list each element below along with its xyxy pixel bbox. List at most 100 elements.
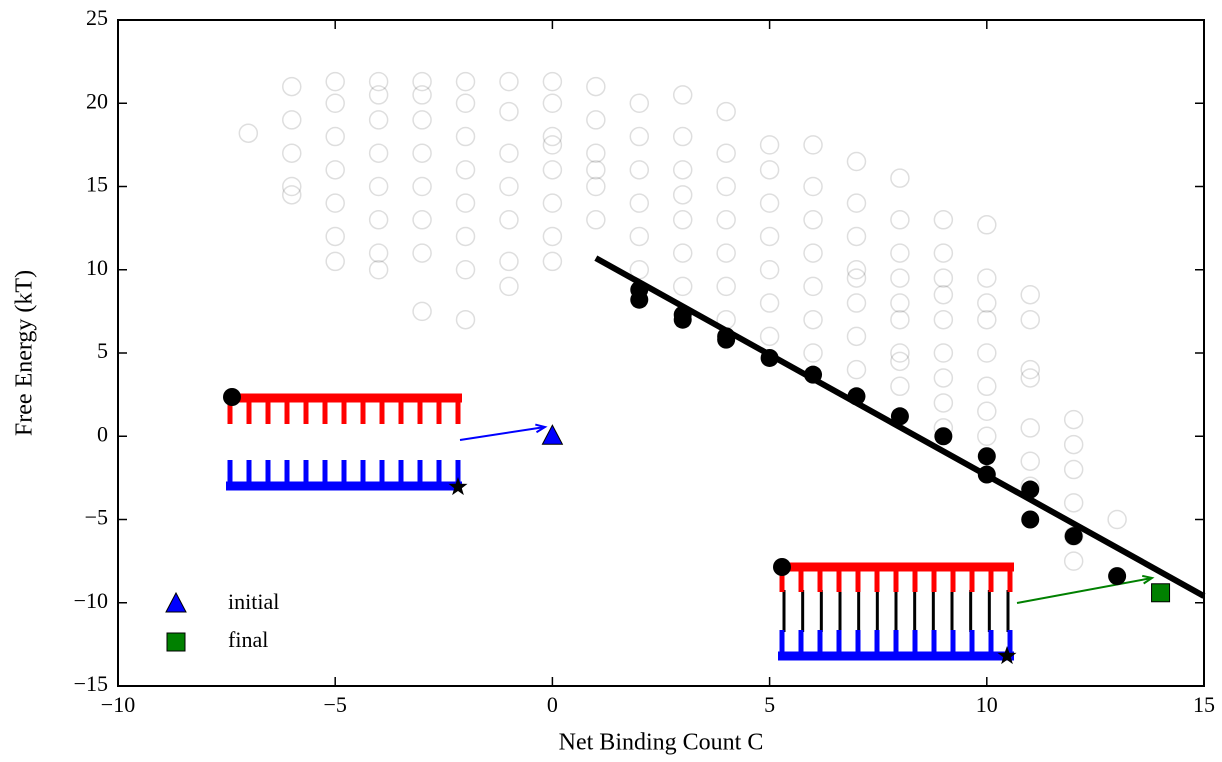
state-point xyxy=(716,176,736,197)
low-energy-point xyxy=(1064,527,1083,546)
state-point xyxy=(499,176,519,197)
legend-swatch xyxy=(165,591,187,613)
state-point xyxy=(542,193,563,213)
state-point xyxy=(759,293,780,313)
state-point xyxy=(455,193,476,213)
state-point xyxy=(977,293,997,313)
state-point xyxy=(629,260,650,280)
y-tick-label: 20 xyxy=(86,88,108,113)
state-point xyxy=(542,93,563,113)
state-point xyxy=(803,243,823,263)
state-point xyxy=(412,71,432,92)
arrow-head xyxy=(1142,574,1155,585)
state-point xyxy=(977,268,997,288)
state-point xyxy=(368,71,389,92)
fit-line xyxy=(594,255,1206,599)
state-point xyxy=(846,268,867,288)
state-point xyxy=(1020,451,1040,471)
legend-swatch xyxy=(166,632,186,652)
state-point xyxy=(368,110,389,130)
state-point xyxy=(325,193,345,213)
state-point xyxy=(890,351,910,372)
state-point xyxy=(846,193,867,213)
state-point xyxy=(629,226,650,247)
state-point xyxy=(890,243,910,263)
arrow xyxy=(1016,577,1153,604)
state-point xyxy=(368,210,389,230)
y-tick-label: 0 xyxy=(97,421,108,446)
state-point xyxy=(282,185,302,205)
state-point xyxy=(542,135,563,155)
state-point xyxy=(499,210,519,230)
state-point xyxy=(412,143,432,163)
state-point xyxy=(542,226,563,247)
low-energy-point xyxy=(977,447,996,466)
state-point xyxy=(672,210,693,230)
arrow xyxy=(459,426,546,441)
state-point xyxy=(282,110,302,130)
legend-label: final xyxy=(228,627,268,652)
state-point xyxy=(499,143,519,163)
y-axis-label: Free Energy (kT) xyxy=(12,270,38,436)
x-tick-label: 5 xyxy=(764,692,775,717)
state-point xyxy=(1063,409,1084,430)
state-point xyxy=(455,93,476,113)
state-point xyxy=(368,260,389,280)
state-point xyxy=(455,309,476,330)
x-tick-label: −5 xyxy=(323,692,346,717)
final-marker xyxy=(1151,583,1171,603)
strand-end-dot xyxy=(773,558,791,576)
x-axis-label: Net Binding Count C xyxy=(559,730,764,756)
state-point xyxy=(1107,509,1127,530)
state-point xyxy=(846,359,867,380)
state-point xyxy=(759,160,780,180)
arrow-head xyxy=(535,423,548,434)
state-point xyxy=(368,243,389,263)
x-tick-label: 0 xyxy=(547,692,558,717)
state-point xyxy=(890,210,910,230)
y-tick-label: 10 xyxy=(86,255,108,280)
state-point xyxy=(890,293,910,313)
legend-label: initial xyxy=(228,589,279,614)
state-point xyxy=(890,268,910,288)
state-point xyxy=(1020,359,1040,380)
state-point xyxy=(455,260,476,280)
low-energy-point xyxy=(934,427,953,446)
state-point xyxy=(890,309,910,330)
state-point xyxy=(803,210,823,230)
state-point xyxy=(672,243,693,263)
state-point xyxy=(803,276,823,297)
state-point xyxy=(455,160,476,180)
state-point xyxy=(803,343,823,363)
state-point xyxy=(716,101,736,122)
state-point xyxy=(542,71,563,92)
y-tick-label: −5 xyxy=(85,505,108,530)
state-point xyxy=(1063,493,1084,513)
state-point xyxy=(325,226,345,247)
state-point xyxy=(455,71,476,92)
state-point xyxy=(846,260,867,280)
state-point xyxy=(933,284,954,305)
state-point xyxy=(716,243,736,263)
initial-marker xyxy=(541,424,564,445)
state-point xyxy=(368,143,389,163)
state-point xyxy=(1020,418,1040,438)
y-tick-label: −10 xyxy=(74,588,108,613)
state-point xyxy=(759,260,780,280)
state-point xyxy=(977,426,997,446)
state-point xyxy=(542,251,563,272)
y-tick-label: 25 xyxy=(86,5,108,30)
y-tick-label: −15 xyxy=(74,671,108,696)
low-energy-point xyxy=(1108,567,1127,586)
state-point xyxy=(282,143,302,163)
state-point xyxy=(933,309,954,330)
y-tick-label: 5 xyxy=(97,338,108,363)
state-point xyxy=(1063,551,1084,571)
state-point xyxy=(803,135,823,155)
state-point xyxy=(368,85,389,105)
y-tick-label: 15 xyxy=(86,172,108,197)
state-point xyxy=(412,176,432,197)
state-point xyxy=(933,210,954,230)
state-point xyxy=(846,326,867,347)
state-point xyxy=(672,276,693,297)
